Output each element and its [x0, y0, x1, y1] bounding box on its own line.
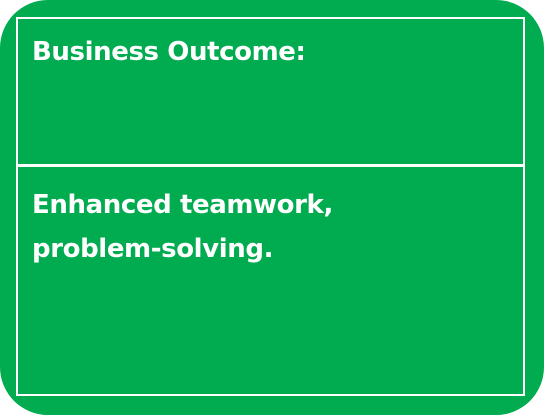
body-line-2: problem-solving.: [32, 234, 274, 264]
body-line-1: Enhanced teamwork,: [32, 190, 333, 220]
header-cell-label: Business Outcome:: [32, 37, 306, 67]
outcome-table: Business Outcome: Enhanced teamwork, prob…: [16, 17, 525, 396]
row-divider: [18, 164, 523, 167]
body-cell-text: Enhanced teamwork, problem-solving.: [32, 183, 492, 271]
